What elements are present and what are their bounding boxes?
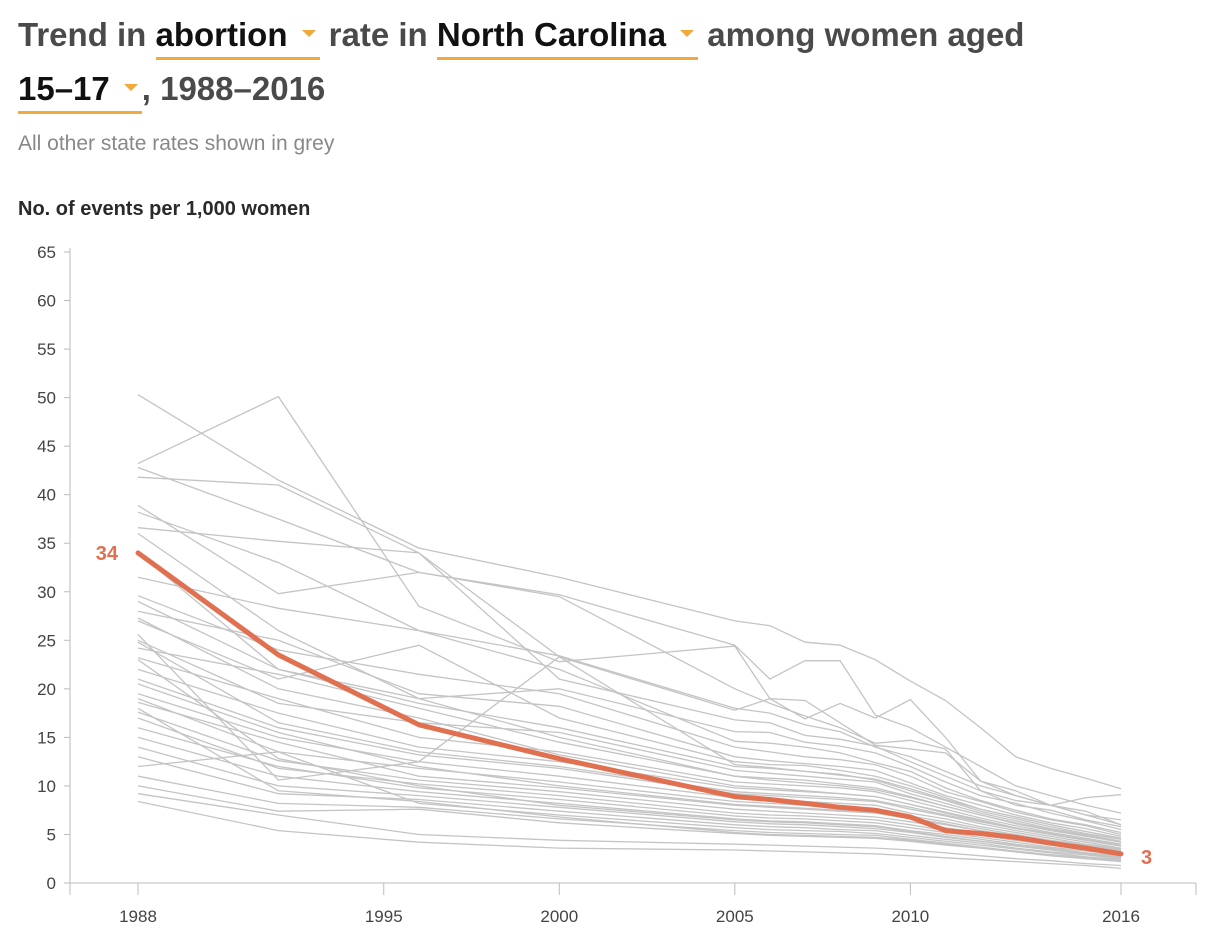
y-tick-label: 30 bbox=[37, 583, 56, 602]
state-line bbox=[137, 600, 1122, 839]
other-state-lines bbox=[137, 394, 1122, 870]
state-line bbox=[137, 746, 1122, 859]
title-years: , 1988–2016 bbox=[141, 70, 326, 107]
y-tick-label: 0 bbox=[47, 874, 56, 893]
state-line bbox=[137, 659, 1122, 858]
state-line bbox=[137, 634, 1122, 840]
state-line bbox=[137, 693, 1122, 850]
measure-dropdown[interactable]: abortion bbox=[155, 13, 320, 60]
state-line bbox=[137, 756, 1122, 860]
state-line bbox=[137, 641, 1122, 847]
chevron-down-icon bbox=[680, 29, 695, 37]
state-line bbox=[137, 736, 1122, 857]
state-value: North Carolina bbox=[436, 16, 667, 53]
state-line bbox=[137, 511, 1122, 826]
x-tick-label: 1988 bbox=[119, 907, 157, 926]
x-tick-label: 2000 bbox=[540, 907, 578, 926]
state-line bbox=[137, 793, 1122, 867]
y-tick-label: 40 bbox=[37, 486, 56, 505]
chevron-down-icon bbox=[123, 83, 138, 91]
y-tick-label: 45 bbox=[37, 437, 56, 456]
chart-title: Trend in abortion rate in North Carolina… bbox=[18, 8, 1198, 116]
state-line bbox=[137, 617, 1122, 846]
age-group-dropdown[interactable]: 15–17 bbox=[18, 67, 142, 114]
x-tick-label: 2016 bbox=[1102, 907, 1140, 926]
state-line bbox=[137, 727, 1122, 856]
state-line bbox=[137, 394, 1122, 790]
y-tick-label: 10 bbox=[37, 777, 56, 796]
state-line bbox=[137, 466, 1122, 814]
y-tick-label: 25 bbox=[37, 631, 56, 650]
y-tick-label: 50 bbox=[37, 389, 56, 408]
highlight-series: 34 3 bbox=[96, 543, 1152, 869]
y-tick-label: 5 bbox=[47, 825, 56, 844]
state-line bbox=[137, 476, 1122, 821]
age-group-value: 15–17 bbox=[18, 70, 110, 107]
y-tick-label: 60 bbox=[37, 292, 56, 311]
state-line bbox=[137, 647, 1122, 843]
x-tick-label: 2005 bbox=[716, 907, 754, 926]
y-tick-label: 20 bbox=[37, 680, 56, 699]
state-line bbox=[137, 532, 1122, 843]
y-tick-label: 35 bbox=[37, 534, 56, 553]
y-tick-label: 55 bbox=[37, 340, 56, 359]
state-line bbox=[137, 552, 1122, 831]
state-line bbox=[137, 800, 1122, 870]
start-value-label: 34 bbox=[96, 543, 119, 565]
state-line bbox=[137, 610, 1122, 838]
title-suffix: among women aged bbox=[707, 16, 1025, 53]
chart-subtitle: All other state rates shown in grey bbox=[18, 132, 335, 155]
state-line bbox=[137, 504, 1122, 826]
title-mid: rate in bbox=[328, 16, 428, 53]
state-line bbox=[137, 707, 1122, 862]
end-value-label: 3 bbox=[1141, 847, 1152, 869]
state-line bbox=[137, 595, 1122, 836]
state-line bbox=[137, 639, 1122, 842]
x-tick-label: 1995 bbox=[365, 907, 403, 926]
north-carolina-line bbox=[135, 550, 1124, 857]
y-tick-label: 15 bbox=[37, 728, 56, 747]
state-line bbox=[137, 678, 1122, 849]
state-line bbox=[137, 576, 1122, 834]
axes: 0 5 10 15 20 25 30 35 40 45 50 55 60 65 1988 1995 2000 20… bbox=[37, 243, 1197, 926]
title-prefix: Trend in bbox=[18, 16, 147, 53]
measure-value: abortion bbox=[155, 16, 288, 53]
y-axis-label: No. of events per 1,000 women bbox=[18, 198, 311, 220]
chevron-down-icon bbox=[301, 29, 316, 37]
state-line bbox=[137, 657, 1122, 845]
state-dropdown[interactable]: North Carolina bbox=[436, 13, 699, 60]
x-tick-label: 2010 bbox=[891, 907, 929, 926]
y-tick-label: 65 bbox=[37, 243, 56, 262]
